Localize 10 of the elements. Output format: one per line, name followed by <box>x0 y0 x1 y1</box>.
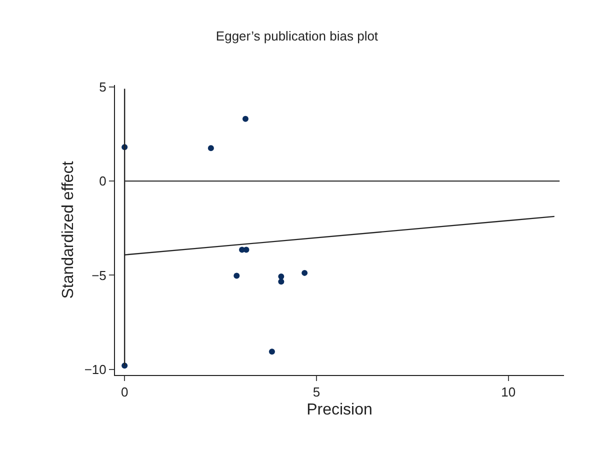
y-tick-label: 5 <box>99 79 106 94</box>
y-tick-label: 0 <box>99 174 106 189</box>
x-tick-label: 10 <box>501 384 516 400</box>
y-tick-label: −5 <box>92 268 106 283</box>
y-tick-label: −10 <box>84 362 106 377</box>
y-axis-title: Standardized effect <box>60 160 78 299</box>
x-axis-title: Precision <box>306 401 372 418</box>
x-tick-label: 0 <box>120 384 128 400</box>
chart-title: Egger’s publication bias plot <box>216 28 378 44</box>
x-tick-label: 5 <box>312 384 320 400</box>
